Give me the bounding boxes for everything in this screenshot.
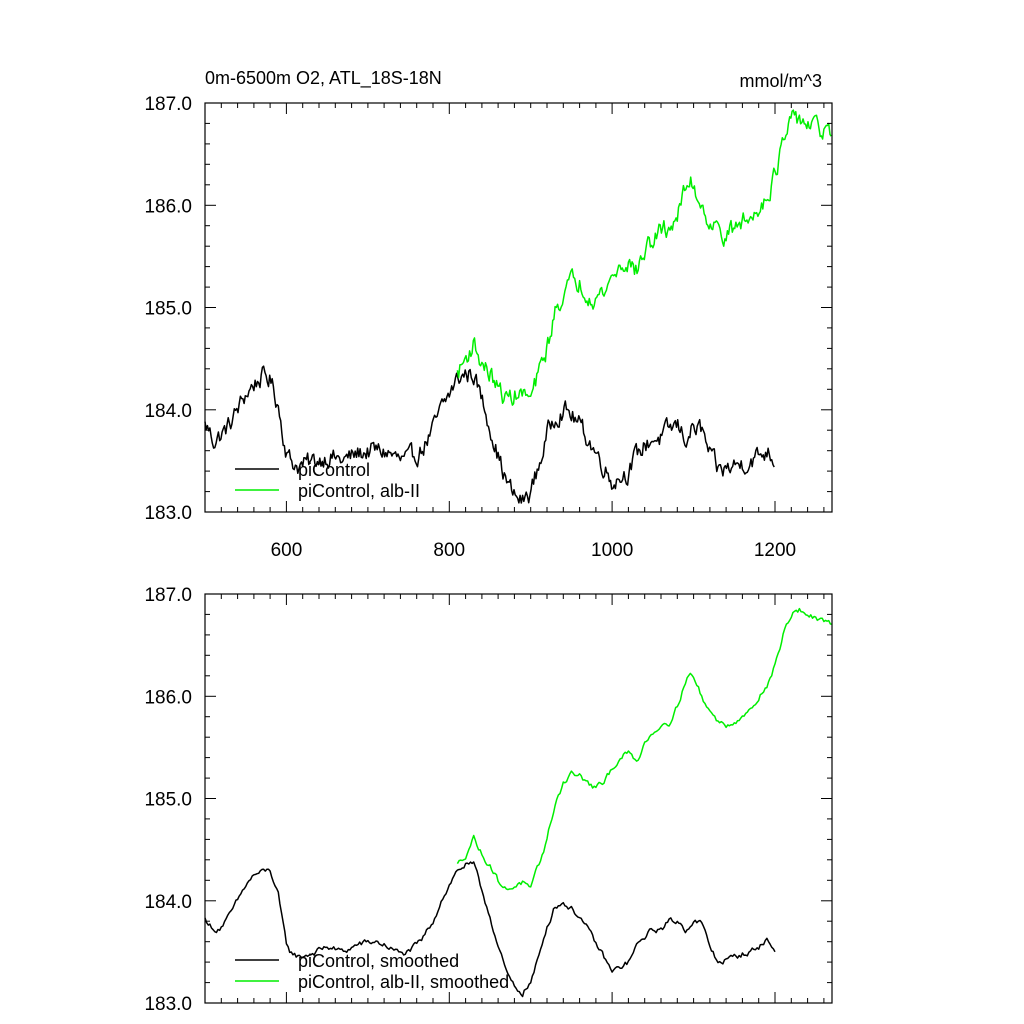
legend-label: piControl, smoothed: [298, 951, 459, 971]
x-tick-label: 1200: [754, 540, 796, 561]
y-tick-label: 187.0: [144, 94, 192, 115]
y-tick-label: 186.0: [144, 687, 192, 708]
series-line: [456, 607, 833, 891]
y-tick-label: 186.0: [144, 196, 192, 217]
y-tick-label: 187.0: [144, 585, 192, 606]
plot-frame: [204, 593, 833, 1004]
series-line: [204, 365, 775, 504]
y-tick-label: 185.0: [144, 299, 192, 320]
top-panel: 0m-6500m O2, ATL_18S-18N mmol/m^3 183.0 1…: [144, 68, 833, 561]
y-tick-label: 183.0: [144, 994, 192, 1015]
y-tick-label: 184.0: [144, 892, 192, 913]
y-tick-label: 183.0: [144, 503, 192, 524]
x-tick-label: 1000: [591, 540, 633, 561]
panel-title-left: 0m-6500m O2, ATL_18S-18N: [205, 68, 442, 89]
legend-label: piControl, alb-II: [298, 481, 420, 501]
x-tick-label: 800: [433, 540, 465, 561]
bottom-panel: 183.0 184.0 185.0 186.0 187.0 piControl, smoo…: [144, 585, 833, 1015]
panel-units-label: mmol/m^3: [740, 71, 822, 91]
series-line: [204, 861, 776, 998]
legend-label: piControl, alb-II, smoothed: [298, 972, 509, 992]
series-line: [456, 109, 832, 406]
x-tick-label: 600: [271, 540, 303, 561]
y-tick-label: 184.0: [144, 401, 192, 422]
y-tick-label: 185.0: [144, 790, 192, 811]
plot-frame: [204, 102, 833, 513]
legend-label: piControl: [298, 460, 370, 480]
